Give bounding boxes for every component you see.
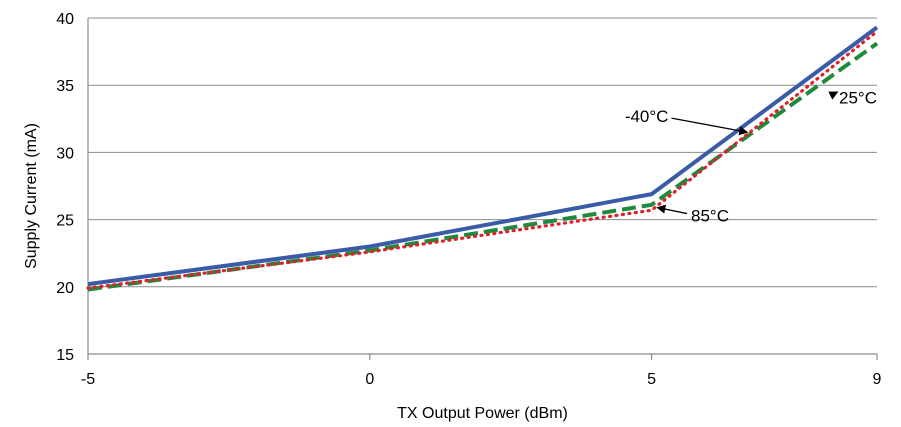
label-layer: TX Output Power (dBm) Supply Current (mA… (23, 11, 882, 422)
x-tick-label--5: -5 (81, 371, 95, 388)
axis-layer (87, 18, 878, 360)
annotation-arrow-1 (828, 91, 839, 100)
y-tick-label-40: 40 (56, 11, 74, 28)
y-axis-title: Supply Current (mA) (23, 123, 40, 269)
x-tick-label-9: 9 (873, 371, 882, 388)
series-line-dashed (87, 41, 879, 292)
x-tick-label-5: 5 (647, 371, 656, 388)
annotation-layer: -40°C 25°C 85°C (625, 88, 877, 225)
series-layer (86, 25, 879, 292)
y-tick-label-25: 25 (56, 213, 74, 230)
annotation-label-2: 85°C (691, 207, 729, 226)
annotation-arrow-0 (671, 117, 749, 136)
y-tick-label-30: 30 (56, 145, 74, 162)
y-tick-label-20: 20 (56, 280, 74, 297)
annotation-label-1: 25°C (839, 88, 877, 107)
grid-layer (88, 17, 877, 288)
series-line-dotted (86, 29, 879, 290)
annotation-arrow-2 (656, 204, 688, 215)
x-axis-title: TX Output Power (dBm) (397, 405, 568, 422)
series-line-solid (87, 25, 879, 287)
y-tick-label-35: 35 (56, 78, 74, 95)
x-tick-label-0: 0 (365, 371, 374, 388)
annotation-label-0: -40°C (625, 107, 669, 126)
y-tick-label-15: 15 (56, 347, 74, 364)
